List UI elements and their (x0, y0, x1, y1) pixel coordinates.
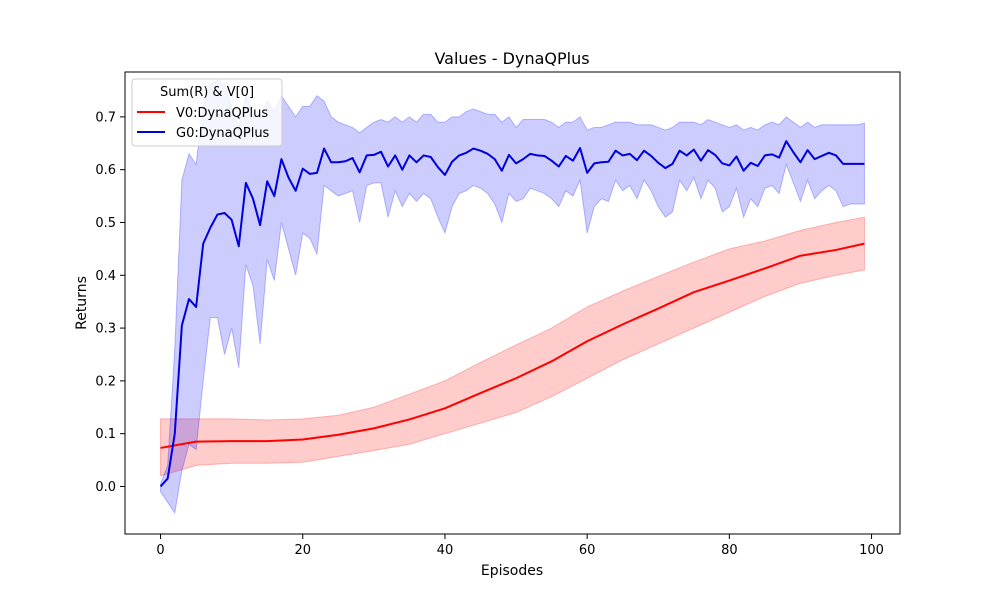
x-tick-label: 40 (437, 543, 454, 558)
legend-box (131, 78, 283, 147)
series-line-g0 (159, 140, 865, 488)
x-axis-label: Episodes (481, 563, 543, 579)
y-tick-label: 0.6 (95, 163, 116, 178)
y-tick-label: 0.7 (95, 110, 116, 125)
y-tick-label: 0.1 (95, 427, 116, 442)
x-tick-label: 100 (859, 543, 884, 558)
plot-frame (124, 71, 901, 535)
chart-title: Values - DynaQPlus (434, 49, 589, 68)
x-axis-ticks: 0 20 40 60 80 100 (156, 534, 884, 558)
y-tick-label: 0.4 (95, 269, 116, 284)
band-v0 (160, 216, 865, 477)
legend-entry-g0: G0:DynaQPlus (176, 126, 270, 141)
legend-title: Sum(R) & V[0] (160, 85, 254, 100)
y-tick-label: 0.3 (95, 322, 116, 337)
series-lines (159, 140, 865, 488)
y-axis-label: Returns (74, 276, 90, 330)
series-line-v0 (160, 242, 865, 449)
x-tick-label: 0 (156, 543, 164, 558)
legend: Sum(R) & V[0] V0:DynaQPlus G0:DynaQPlus (131, 78, 283, 147)
y-axis-ticks: 0.0 0.1 0.2 0.3 0.4 0.5 0.6 0.7 (95, 110, 125, 495)
band-g0 (160, 79, 865, 515)
x-tick-label: 80 (721, 543, 738, 558)
confidence-bands (160, 79, 865, 515)
y-tick-label: 0.0 (95, 480, 116, 495)
x-tick-label: 20 (294, 543, 311, 558)
y-tick-label: 0.2 (95, 374, 116, 389)
legend-entry-v0: V0:DynaQPlus (176, 106, 268, 121)
x-tick-label: 60 (579, 543, 596, 558)
y-tick-label: 0.5 (95, 216, 116, 231)
